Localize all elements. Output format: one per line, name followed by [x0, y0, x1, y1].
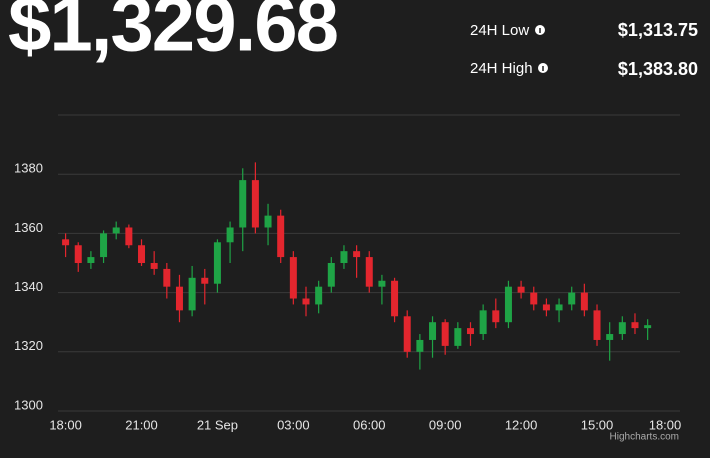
candle-body: [74, 245, 82, 263]
candle-body: [568, 292, 576, 305]
candle-body: [466, 328, 474, 335]
candle-body: [365, 257, 373, 287]
candle-body: [631, 322, 639, 329]
candle-body: [188, 277, 196, 311]
x-tick-label: 03:00: [277, 417, 310, 432]
candle-body: [264, 215, 272, 228]
candle-body: [606, 334, 614, 340]
candle-body: [175, 286, 183, 311]
candle-body: [213, 242, 221, 284]
candle-body: [315, 286, 323, 305]
candle-body: [403, 316, 411, 352]
candle-body: [454, 328, 462, 346]
candle-body: [340, 251, 348, 263]
candle-body: [125, 227, 133, 246]
stat-label: 24H Low: [470, 22, 529, 39]
info-icon: [538, 63, 548, 73]
candle-body: [378, 280, 386, 287]
y-tick-label: 1340: [14, 279, 43, 294]
x-tick-label: 06:00: [353, 417, 386, 432]
candle-body: [112, 227, 120, 234]
candle-body: [138, 245, 146, 263]
candle-body: [302, 298, 310, 305]
candle-body: [353, 251, 361, 258]
candle-body: [251, 180, 259, 228]
candle-body: [517, 286, 525, 293]
candle-body: [644, 325, 652, 329]
candle-body: [504, 286, 512, 323]
candle-body: [618, 322, 626, 335]
y-tick-label: 1380: [14, 161, 43, 176]
x-tick-label: 12:00: [505, 417, 538, 432]
candle-body: [542, 304, 550, 311]
candle-body: [201, 277, 209, 284]
y-tick-label: 1360: [14, 220, 43, 235]
candle-body: [289, 257, 297, 299]
candle-body: [87, 257, 95, 263]
candle-body: [62, 239, 70, 246]
x-tick-label: 15:00: [581, 417, 614, 432]
candle-body: [555, 304, 563, 311]
credit: Highcharts.com: [610, 432, 679, 443]
x-tick-label: 18:00: [649, 417, 682, 432]
candle-body: [429, 322, 437, 340]
stat-label: 24H High: [470, 60, 533, 77]
candle-body: [163, 268, 171, 287]
candle-body: [416, 339, 424, 352]
stat-value: $1,313.75: [618, 20, 698, 40]
candle-body: [277, 215, 285, 258]
y-tick-label: 1300: [14, 397, 43, 412]
candle-body: [150, 263, 158, 269]
x-tick-label: 21:00: [125, 417, 158, 432]
candle-body: [593, 310, 601, 340]
candle-body: [226, 227, 234, 243]
candle-body: [239, 180, 247, 228]
candle-body: [479, 310, 487, 335]
candle-body: [100, 233, 108, 258]
candle-body: [580, 292, 588, 311]
x-tick-label: 21 Sep: [197, 417, 238, 432]
x-tick-label: 09:00: [429, 417, 462, 432]
price: $1,329.68: [8, 0, 337, 68]
candle-body: [391, 280, 399, 317]
stat-value: $1,383.80: [618, 59, 698, 79]
candle-body: [530, 292, 538, 305]
info-icon: [535, 25, 545, 35]
candle-body: [492, 310, 500, 323]
y-tick-label: 1320: [14, 338, 43, 353]
candle-body: [327, 263, 335, 287]
candle-body: [441, 322, 449, 346]
x-tick-label: 18:00: [49, 417, 82, 432]
